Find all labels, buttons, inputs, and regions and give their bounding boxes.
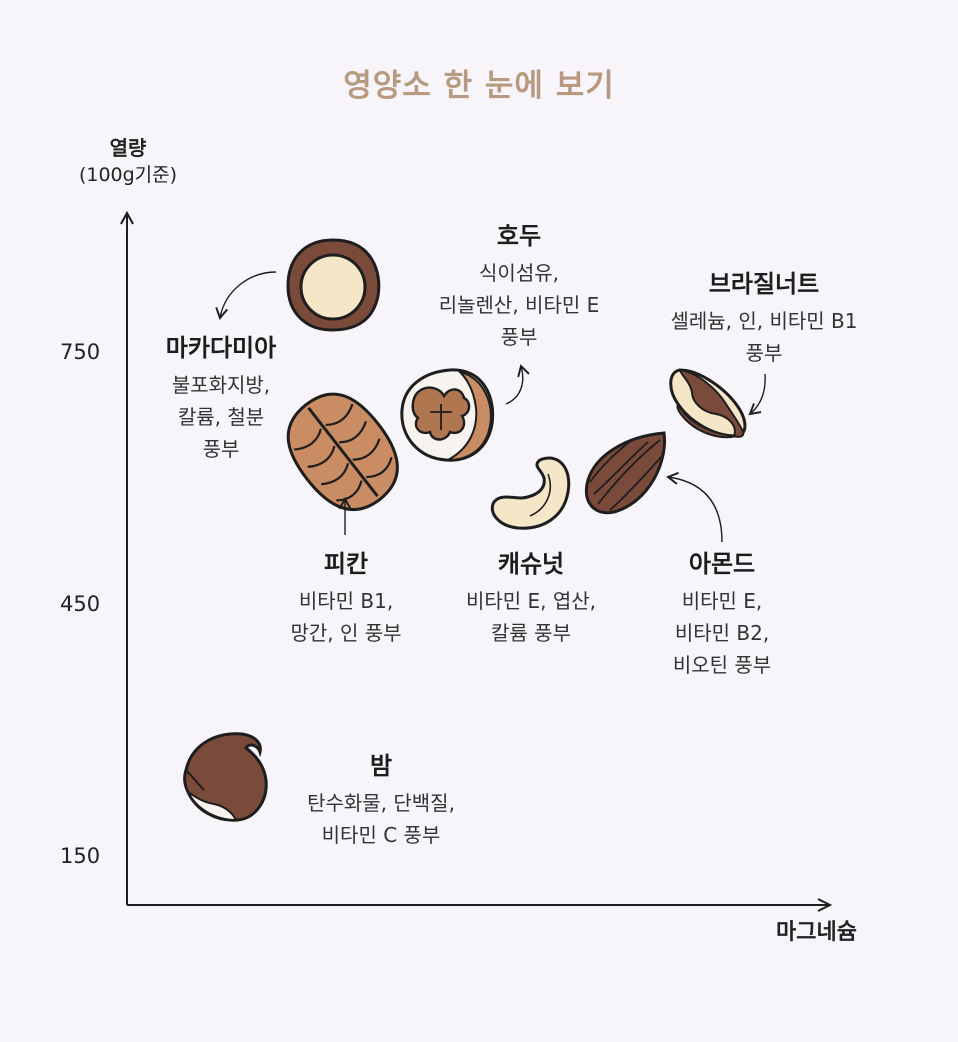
almond-arrow — [666, 471, 723, 543]
pecan-name: 피칸 — [323, 550, 369, 578]
macadamia-arrow — [215, 271, 277, 320]
y-tick-750: 750 — [60, 340, 101, 364]
cashew-icon — [490, 456, 571, 530]
cashew-name: 캐슈넛 — [497, 550, 565, 578]
almond-label: 아몬드 비타민 E, 비타민 B2, 비오틴 풍부 — [652, 544, 792, 681]
x-axis — [127, 898, 833, 912]
macadamia-name: 마카다미아 — [165, 334, 277, 362]
y-axis-label: 열량 (100g기준) — [66, 134, 190, 189]
chestnut-label: 밤 탄수화물, 단백질, 비타민 C 풍부 — [276, 746, 486, 851]
cashew-desc: 비타민 E, 엽산, 칼륨 풍부 — [465, 589, 597, 645]
almond-name: 아몬드 — [688, 550, 756, 578]
cashew-label: 캐슈넛 비타민 E, 엽산, 칼륨 풍부 — [446, 544, 616, 649]
brazil-nut-desc: 셀레늄, 인, 비타민 B1 풍부 — [670, 309, 858, 365]
pecan-icon — [286, 392, 399, 511]
macadamia-icon — [286, 238, 381, 332]
brazil-nut-label: 브라질너트 셀레늄, 인, 비타민 B1 풍부 — [648, 264, 880, 369]
pecan-desc: 비타민 B1, 망간, 인 풍부 — [290, 589, 402, 645]
macadamia-label: 마카다미아 불포화지방, 칼륨, 철분 풍부 — [138, 328, 304, 465]
brazil-nut-arrow — [748, 373, 766, 416]
chestnut-icon — [183, 732, 268, 822]
walnut-desc: 식이섬유, 리놀렌산, 비타민 E 풍부 — [438, 261, 600, 349]
brazil-nut-name: 브라질너트 — [708, 270, 820, 298]
almond-desc: 비타민 E, 비타민 B2, 비오틴 풍부 — [672, 589, 772, 677]
pecan-label: 피칸 비타민 B1, 망간, 인 풍부 — [268, 544, 424, 649]
chestnut-desc: 탄수화물, 단백질, 비타민 C 풍부 — [307, 791, 455, 847]
x-axis-label: 마그네슘 — [776, 920, 857, 945]
macadamia-desc: 불포화지방, 칼륨, 철분 풍부 — [171, 373, 271, 461]
chestnut-name: 밤 — [369, 752, 393, 780]
y-tick-450: 450 — [60, 592, 101, 616]
y-tick-150: 150 — [60, 844, 101, 868]
walnut-name: 호두 — [496, 222, 542, 250]
y-axis-title: 열량 — [109, 136, 147, 160]
y-axis-subtitle: (100g기준) — [78, 164, 178, 186]
almond-icon — [585, 431, 667, 515]
walnut-icon — [400, 368, 495, 462]
page-title: 영양소 한 눈에 보기 — [343, 68, 615, 104]
y-axis — [120, 210, 134, 905]
walnut-label: 호두 식이섬유, 리놀렌산, 비타민 E 풍부 — [412, 216, 626, 353]
brazil-nut-icon — [669, 368, 747, 439]
walnut-arrow — [505, 364, 530, 405]
